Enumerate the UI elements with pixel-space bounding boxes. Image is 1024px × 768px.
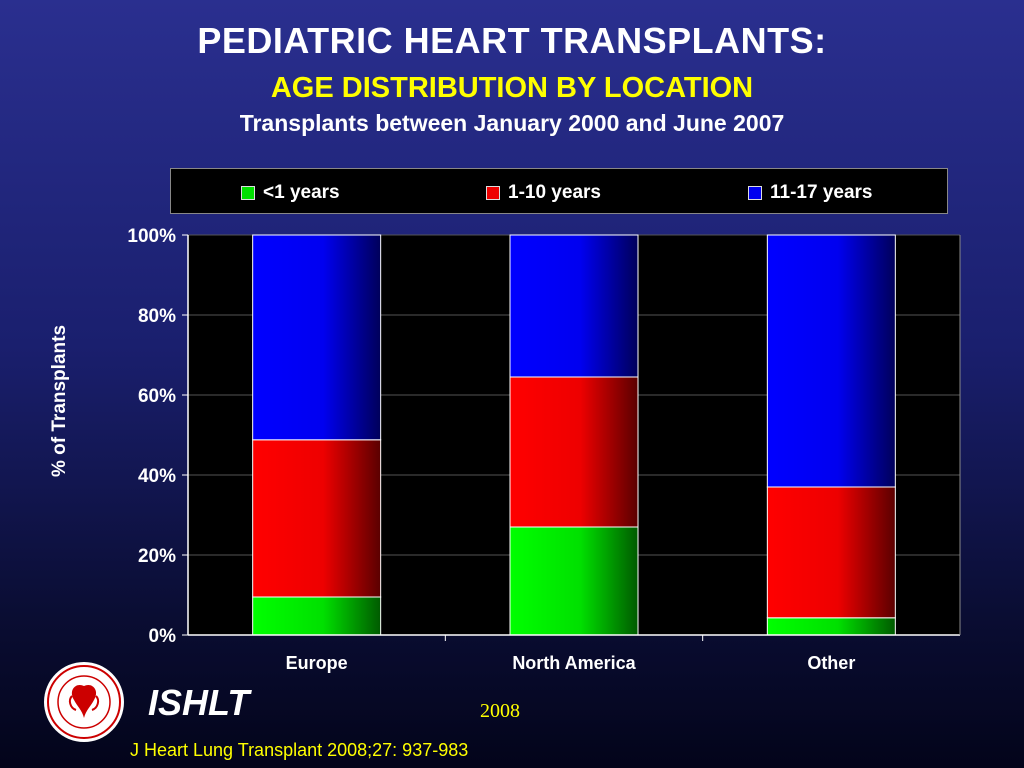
legend-label: 11-17 years [770, 182, 873, 203]
chart-subtitle: AGE DISTRIBUTION BY LOCATION [270, 72, 754, 104]
y-tick-label: 60% [138, 386, 176, 407]
y-tick-label: 100% [127, 226, 176, 247]
x-tick-label: North America [512, 653, 636, 673]
y-tick-label: 80% [138, 306, 176, 327]
legend-label: <1 years [263, 182, 340, 203]
bar-segment-1-10 [509, 376, 639, 528]
y-tick-label: 20% [138, 546, 176, 567]
bar-segment-1-10 [252, 439, 382, 598]
legend-item-lt1: <1 years [241, 182, 340, 204]
bar-segment-under-1 [252, 596, 382, 636]
ishlt-seal-icon [44, 662, 124, 742]
x-tick-label: Other [807, 653, 855, 673]
x-tick-label: Europe [286, 653, 348, 673]
legend-label: 1-10 years [508, 182, 601, 203]
bar-segment-1-10 [766, 486, 896, 619]
chart-title: PEDIATRIC HEART TRANSPLANTS: [197, 20, 827, 61]
legend-item-1-10: 1-10 years [486, 182, 601, 204]
bar-segment-11-17 [766, 234, 896, 488]
chart-date-range: Transplants between January 2000 and Jun… [239, 110, 785, 136]
legend-swatch-blue [748, 186, 762, 200]
y-tick-label: 40% [138, 466, 176, 487]
legend: <1 years 1-10 years 11-17 years [170, 168, 948, 214]
citation: J Heart Lung Transplant 2008;27: 937-983 [130, 740, 469, 760]
bar-segment-under-1 [766, 617, 896, 636]
legend-swatch-red [486, 186, 500, 200]
legend-item-11-17: 11-17 years [748, 182, 873, 204]
ishlt-logo-text: ISHLT [148, 682, 250, 723]
legend-swatch-green [241, 186, 255, 200]
bar-segment-11-17 [252, 234, 382, 441]
year-label: 2008 [480, 700, 520, 722]
y-tick-label: 0% [149, 626, 177, 647]
bar-segment-11-17 [509, 234, 639, 378]
bar-segment-under-1 [509, 526, 639, 636]
